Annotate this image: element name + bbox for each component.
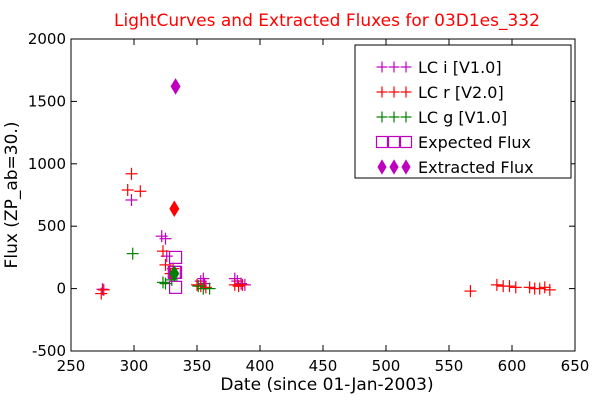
data-point — [126, 247, 139, 260]
legend-entry: Extracted Flux — [377, 158, 534, 177]
data-point — [168, 250, 183, 264]
data-point — [509, 281, 522, 294]
x-tick-label: 300 — [120, 357, 149, 375]
data-point — [533, 282, 546, 295]
data-point — [538, 281, 551, 294]
y-tick-label: 2000 — [28, 30, 66, 48]
data-point — [236, 278, 249, 291]
legend-label: LC r [V2.0] — [418, 83, 504, 102]
x-tick-label: 500 — [372, 357, 401, 375]
legend-marker — [400, 61, 412, 73]
legend-marker — [401, 159, 411, 175]
data-point — [503, 280, 516, 293]
data-point — [134, 185, 147, 198]
legend-marker — [375, 135, 389, 149]
series-3 — [167, 250, 183, 294]
data-point — [125, 193, 138, 206]
data-point — [543, 283, 556, 296]
x-tick-label: 250 — [57, 357, 86, 375]
data-point — [170, 78, 181, 95]
legend-entry: LC i [V1.0] — [376, 58, 502, 77]
data-point — [168, 280, 183, 294]
legend-marker — [376, 111, 388, 123]
x-tick-label: 400 — [246, 357, 275, 375]
data-point — [156, 276, 169, 289]
x-tick-label: 450 — [309, 357, 338, 375]
legend-label: LC i [V1.0] — [418, 58, 502, 77]
data-point — [121, 184, 134, 197]
y-tick-label: 500 — [37, 217, 66, 235]
legend-entry: Expected Flux — [375, 133, 531, 152]
legend-marker — [376, 86, 388, 98]
legend-marker — [388, 61, 400, 73]
legend-marker — [388, 86, 400, 98]
legend-marker — [399, 135, 413, 149]
series-1 — [95, 167, 556, 300]
legend-marker — [376, 61, 388, 73]
y-tick-label: 1000 — [28, 155, 66, 173]
y-tick-label: 1500 — [28, 92, 66, 110]
x-tick-label: 650 — [561, 357, 590, 375]
legend-entry: LC r [V2.0] — [376, 83, 504, 102]
data-point — [490, 278, 503, 291]
legend-marker — [400, 86, 412, 98]
legend-label: Expected Flux — [418, 133, 531, 152]
x-axis-label: Date (since 01-Jan-2003) — [220, 375, 433, 395]
data-point — [125, 167, 138, 180]
series-4 — [169, 78, 181, 282]
y-tick-label: 0 — [56, 280, 66, 298]
y-tick-label: -500 — [32, 342, 66, 360]
axis-ticks: 250 300 350 400 450 500 550 600 650 -500 0 500 1000 1… — [28, 30, 590, 375]
data-point — [203, 282, 216, 295]
y-axis-label: Flux (ZP_ab=30.) — [2, 122, 22, 269]
legend-label: LC g [V1.0] — [418, 108, 507, 127]
x-tick-label: 350 — [183, 357, 212, 375]
data-point — [523, 281, 536, 294]
data-point — [159, 258, 172, 271]
legend-marker — [387, 135, 401, 149]
legend-entry: LC g [V1.0] — [376, 108, 507, 127]
legend-marker — [389, 159, 399, 175]
data-point — [156, 245, 169, 258]
data-point — [159, 232, 172, 245]
data-point — [169, 200, 180, 218]
data-point — [192, 280, 205, 293]
data-point — [169, 265, 180, 282]
data-point — [97, 283, 110, 296]
legend-marker — [377, 159, 387, 175]
legend-label: Extracted Flux — [418, 158, 534, 177]
legend: LC i [V1.0] LC r [V2.0] LC g [V1.0] Expecte… — [354, 44, 572, 179]
legend-marker — [388, 111, 400, 123]
x-tick-label: 600 — [498, 357, 527, 375]
legend-marker — [400, 111, 412, 123]
plot-frame — [70, 38, 576, 352]
x-tick-label: 550 — [435, 357, 464, 375]
chart-title: LightCurves and Extracted Fluxes for 03D… — [114, 11, 540, 31]
data-point — [464, 285, 477, 298]
data-marks — [95, 78, 556, 300]
